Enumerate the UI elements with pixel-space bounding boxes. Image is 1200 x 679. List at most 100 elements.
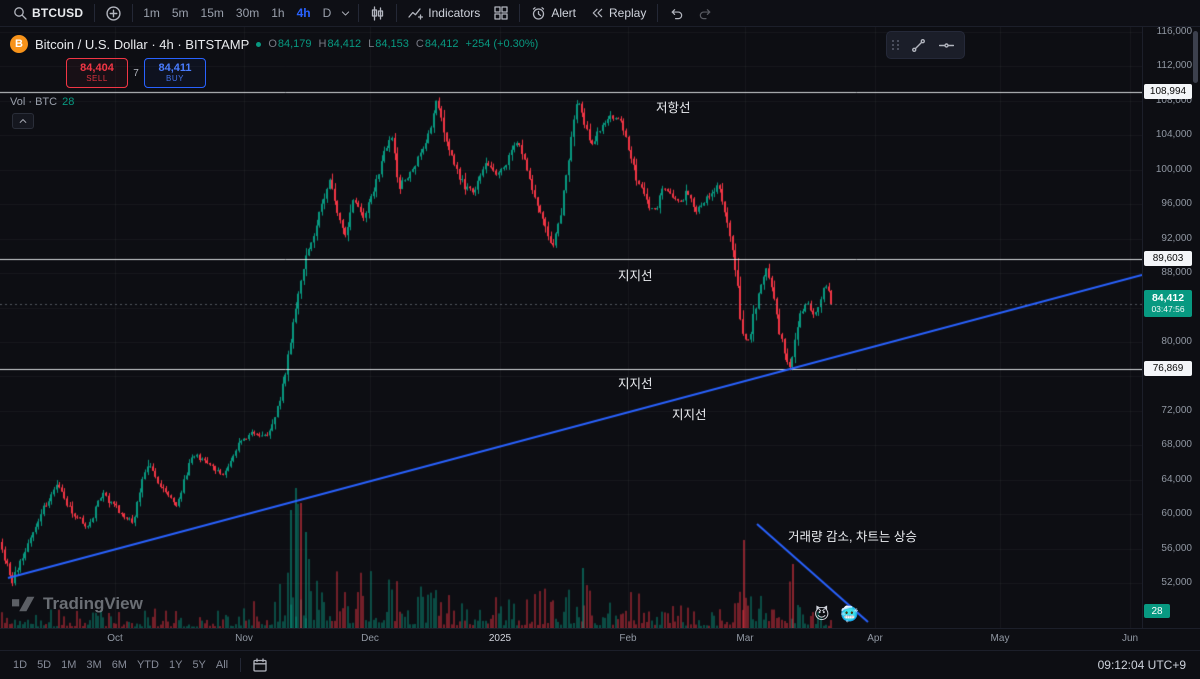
toolbar-separator [396, 4, 398, 22]
trendline-annotation[interactable]: 지지선 [672, 408, 707, 422]
undo-arrow-icon [672, 9, 683, 20]
time-label-Jun: Jun [1121, 633, 1139, 644]
range-button-5D[interactable]: 5D [37, 659, 52, 671]
toolbar-separator [657, 4, 659, 22]
range-button-3M[interactable]: 3M [86, 659, 102, 671]
high-value: 84,412 [327, 38, 362, 50]
price-tick: 100,000 [1155, 163, 1192, 175]
trend-line-icon [911, 38, 925, 52]
chevron-up-icon [19, 119, 27, 123]
support-annotation-1[interactable]: 지지선 [618, 269, 653, 283]
volume-note-annotation[interactable]: 거래량 감소, 차트는 상승 [788, 530, 917, 544]
time-label-May: May [990, 633, 1010, 644]
plus-circle-icon [106, 5, 121, 21]
emoji-sticker-2[interactable]: 🥶 [840, 606, 859, 623]
range-button-1D[interactable]: 1D [13, 659, 28, 671]
bottom-toolbar: 1D 5D 1M 3M 6M YTD 1Y 5Y All 09:12:04 UTC+9 [0, 650, 1200, 679]
symbol-title[interactable]: Bitcoin / U.S. Dollar · 4h · BITSTAMP [35, 36, 250, 52]
alarm-clock-icon [533, 6, 545, 20]
buy-button[interactable]: 84,411 BUY [144, 58, 206, 88]
sell-button[interactable]: 84,404 SELL [66, 58, 128, 88]
top-toolbar: BTCUSD 1m 5m 15m 30m 1h 4h D Indica [0, 0, 1200, 27]
resistance-annotation[interactable]: 저항선 [656, 101, 691, 115]
interval-button-15m[interactable]: 15m [200, 6, 224, 20]
layout-grid-button[interactable] [487, 1, 515, 25]
toolbar-separator [94, 4, 96, 22]
axis-scrollbar-thumb[interactable] [1193, 31, 1198, 83]
last-price-flag: 84,412 03:47:56 [1144, 289, 1192, 317]
chart-legend: B Bitcoin / U.S. Dollar · 4h · BITSTAMP … [10, 35, 539, 129]
horizontal-line-icon [938, 42, 954, 48]
range-button-5Y[interactable]: 5Y [192, 659, 206, 671]
toolbar-separator [132, 4, 134, 22]
time-label-Oct: Oct [107, 633, 123, 644]
emoji-sticker-1[interactable]: 😈 [814, 606, 830, 623]
indicators-button[interactable]: Indicators [401, 1, 487, 25]
calendar-icon [253, 658, 267, 672]
price-chart-canvas[interactable] [0, 27, 1142, 628]
price-tick: 72,000 [1161, 404, 1192, 416]
range-button-1Y[interactable]: 1Y [168, 659, 183, 671]
volume-axis-flag: 28 [1144, 604, 1170, 618]
time-axis[interactable]: Oct Nov Dec 2025 Feb Mar Apr May Jun [0, 628, 1200, 650]
interval-button-1h[interactable]: 1h [271, 6, 285, 20]
chart-style-button[interactable] [363, 1, 392, 25]
range-button-1M[interactable]: 1M [61, 659, 77, 671]
price-tick: 80,000 [1161, 336, 1192, 347]
buy-label: BUY [166, 74, 184, 83]
undo-button[interactable] [662, 1, 691, 25]
interval-button-1m[interactable]: 1m [143, 6, 160, 20]
spread-value: 7 [133, 67, 139, 79]
horizontal-line-tool-button[interactable] [933, 33, 959, 57]
range-button-All[interactable]: All [215, 659, 229, 671]
go-to-date-button[interactable] [248, 656, 272, 674]
change-value: +254 (+0.30%) [465, 38, 539, 50]
chart-area: B Bitcoin / U.S. Dollar · 4h · BITSTAMP … [0, 25, 1200, 628]
toolbar-separator [358, 4, 360, 22]
interval-button-D[interactable]: D [322, 6, 332, 20]
buy-price: 84,411 [158, 62, 192, 74]
chevron-down-icon [342, 10, 350, 16]
replay-button[interactable]: Replay [583, 1, 653, 25]
price-tick: 64,000 [1161, 473, 1192, 485]
alert-button[interactable]: Alert [524, 1, 583, 25]
support-annotation-2[interactable]: 지지선 [618, 377, 653, 391]
price-tick: 92,000 [1161, 232, 1192, 244]
clock-timezone[interactable]: 09:12:04 UTC+9 [1097, 658, 1186, 672]
interval-button-5m[interactable]: 5m [171, 6, 189, 20]
open-key: O [268, 38, 277, 50]
bar-countdown: 03:47:56 [1151, 304, 1185, 315]
axis-label-support-1: 89,603 [1144, 251, 1192, 267]
interval-button-4h[interactable]: 4h [296, 6, 311, 20]
axis-label-resistance: 108,994 [1144, 84, 1192, 99]
interval-button-group: 1m 5m 15m 30m 1h 4h D [137, 1, 337, 25]
candlestick-chart-icon [372, 5, 384, 21]
volume-label: Vol · BTC [10, 96, 58, 108]
price-tick: 68,000 [1161, 439, 1192, 451]
interval-button-30m[interactable]: 30m [235, 6, 260, 20]
grid-layout-icon [494, 6, 508, 20]
date-range-group: 1D 5D 1M 3M 6M YTD 1Y 5Y All [8, 657, 233, 673]
toolbar-drag-handle-icon[interactable] [892, 40, 900, 50]
replay-icon [592, 8, 603, 18]
symbol-search-button[interactable]: BTCUSD [6, 1, 90, 25]
buy-sell-widget: 84,404 SELL 7 84,411 BUY [66, 58, 206, 88]
alert-label: Alert [551, 6, 576, 20]
range-button-6M[interactable]: 6M [111, 659, 127, 671]
redo-button[interactable] [691, 1, 720, 25]
toolbar-separator [240, 658, 242, 672]
compare-add-symbol-button[interactable] [99, 1, 128, 25]
sell-price: 84,404 [80, 62, 114, 74]
drawing-toolbar [886, 31, 965, 59]
high-key: H [318, 38, 327, 50]
price-tick: 116,000 [1156, 25, 1192, 37]
trend-line-tool-button[interactable] [905, 33, 931, 57]
collapse-legend-button[interactable] [12, 113, 34, 129]
range-button-YTD[interactable]: YTD [136, 659, 159, 671]
price-axis[interactable]: 108,994 89,603 76,869 84,412 03:47:56 28… [1143, 25, 1200, 628]
price-tick: 56,000 [1161, 542, 1192, 554]
interval-menu-button[interactable] [337, 1, 354, 25]
tradingview-watermark[interactable]: TradingView [12, 593, 143, 615]
time-label-Feb: Feb [619, 633, 637, 644]
time-label-Apr: Apr [867, 633, 883, 644]
